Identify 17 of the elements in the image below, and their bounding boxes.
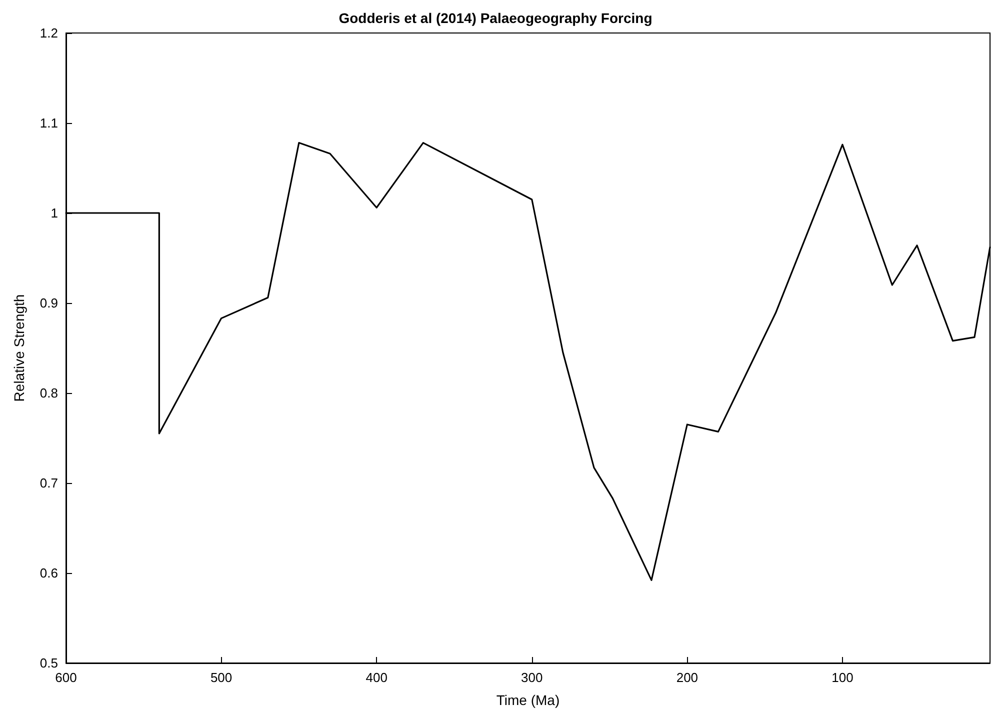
x-tick-label: 300 xyxy=(521,670,543,685)
x-tick-label: 600 xyxy=(55,670,77,685)
x-tick-label: 400 xyxy=(366,670,388,685)
y-tick-label: 1.2 xyxy=(40,26,58,40)
y-tick-label: 0.7 xyxy=(40,476,58,490)
y-tick-label: 0.6 xyxy=(40,566,58,580)
y-tick-label: 1 xyxy=(50,206,58,220)
y-tick-label: 0.5 xyxy=(40,656,58,670)
chart-title: Godderis et al (2014) Palaeogeography Forcing xyxy=(338,10,652,26)
x-tick-label: 100 xyxy=(832,670,854,685)
y-axis-title: Relative Strength xyxy=(11,294,27,402)
x-tick-label: 200 xyxy=(676,670,698,685)
y-tick-label: 0.9 xyxy=(40,296,58,310)
y-tick-label: 1.1 xyxy=(40,116,58,130)
x-axis-title: Time (Ma) xyxy=(496,692,560,708)
y-tick-label: 0.8 xyxy=(40,386,58,400)
x-tick-label: 500 xyxy=(210,670,232,685)
